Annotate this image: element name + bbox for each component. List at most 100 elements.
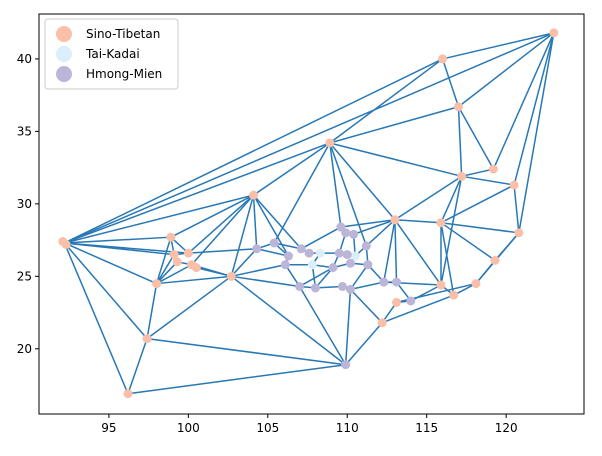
- edges-layer: [63, 32, 555, 395]
- graph-edge: [63, 242, 129, 395]
- graph-edge: [513, 32, 555, 186]
- graph-edge: [230, 275, 347, 366]
- graph-edge: [329, 58, 444, 144]
- graph-edge: [440, 222, 496, 261]
- graph-edge: [64, 242, 157, 285]
- graph-edge: [298, 286, 347, 366]
- graph-edge: [329, 142, 462, 178]
- graph-edge: [127, 338, 148, 394]
- node-hmong-mien: [252, 244, 262, 254]
- graph-edge: [252, 194, 290, 257]
- node-hmong-mien: [341, 360, 351, 370]
- legend-box: [44, 18, 179, 90]
- node-hmong-mien: [334, 248, 344, 258]
- node-sino-tibetan: [457, 171, 467, 181]
- node-sino-tibetan: [509, 180, 519, 190]
- node-sino-tibetan: [471, 279, 481, 289]
- x-tick-label: 110: [336, 421, 359, 435]
- node-hmong-mien: [363, 260, 373, 270]
- graph-edge: [274, 242, 302, 250]
- node-tai-kadai: [350, 251, 360, 261]
- graph-edge: [440, 222, 455, 296]
- graph-edge: [146, 337, 346, 366]
- y-tick-label: 20: [17, 342, 32, 356]
- y-tick-label: 25: [17, 269, 32, 283]
- graph-edge: [231, 263, 286, 278]
- graph-edge: [457, 106, 495, 170]
- node-hmong-mien: [392, 277, 402, 287]
- graph-edge: [350, 281, 384, 291]
- graph-edge: [64, 58, 443, 244]
- graph-edge: [146, 283, 158, 339]
- graph-edge: [440, 176, 463, 224]
- graph-edge: [64, 242, 189, 254]
- node-sino-tibetan: [152, 279, 162, 289]
- node-sino-tibetan: [453, 102, 463, 112]
- node-sino-tibetan: [549, 28, 559, 38]
- node-sino-tibetan: [123, 389, 133, 399]
- graph-edge: [329, 106, 459, 144]
- legend-label: Hmong-Mien: [86, 67, 162, 81]
- node-sino-tibetan: [490, 255, 500, 265]
- node-sino-tibetan: [166, 232, 176, 242]
- node-sino-tibetan: [226, 271, 236, 281]
- graph-edge: [461, 168, 494, 178]
- x-tick-label: 105: [256, 421, 279, 435]
- graph-edge: [394, 219, 398, 283]
- plot-frame: [38, 13, 585, 415]
- graph-edge: [329, 142, 396, 221]
- node-sino-tibetan: [438, 54, 448, 64]
- node-hmong-mien: [304, 248, 314, 258]
- legend: Sino-Tibetan Tai-Kadai Hmong-Mien: [44, 18, 179, 90]
- node-sino-tibetan: [325, 138, 335, 148]
- graph-edge: [256, 248, 289, 257]
- node-hmong-mien: [296, 244, 306, 254]
- graph-edge: [315, 285, 343, 289]
- graph-edge: [441, 58, 460, 107]
- node-hmong-mien: [280, 260, 290, 270]
- graph-edge: [513, 184, 520, 233]
- node-hmong-mien: [349, 229, 359, 239]
- graph-edge: [190, 194, 255, 266]
- node-sino-tibetan: [436, 280, 446, 290]
- x-axis: 95 100 105 110 115 120: [101, 414, 518, 435]
- graph-edge: [394, 175, 463, 221]
- graph-edge: [329, 142, 342, 228]
- node-tai-kadai: [307, 260, 317, 270]
- x-tick-label: 100: [177, 421, 200, 435]
- legend-label: Tai-Kadai: [85, 47, 140, 61]
- node-sino-tibetan: [169, 250, 179, 260]
- graph-edge: [300, 226, 342, 250]
- graph-edge: [365, 219, 396, 247]
- node-hmong-mien: [269, 238, 279, 248]
- node-sino-tibetan: [183, 248, 193, 258]
- graph-edge: [156, 275, 232, 285]
- graph-edge: [146, 275, 232, 340]
- graph-edge: [458, 32, 555, 108]
- y-tick-label: 30: [17, 197, 32, 211]
- graph-edge: [196, 266, 232, 278]
- node-sino-tibetan: [392, 297, 402, 307]
- node-hmong-mien: [341, 228, 351, 238]
- graph-edge: [440, 221, 519, 234]
- legend-marker: [56, 26, 72, 42]
- graph-edge: [156, 261, 178, 285]
- node-sino-tibetan: [436, 218, 446, 228]
- graph-edge: [340, 219, 396, 228]
- graph-edge: [156, 264, 192, 285]
- graph-edge: [64, 236, 171, 244]
- y-tick-label: 40: [17, 52, 32, 66]
- node-sino-tibetan: [514, 228, 524, 238]
- graph-edge: [349, 264, 369, 290]
- node-hmong-mien: [337, 281, 347, 291]
- graph-edge: [353, 219, 396, 235]
- node-sino-tibetan: [449, 290, 459, 300]
- node-hmong-mien: [345, 258, 355, 268]
- graph-edge: [394, 219, 442, 286]
- node-sino-tibetan: [249, 190, 259, 200]
- node-hmong-mien: [361, 241, 371, 251]
- graph-edge: [344, 289, 352, 365]
- legend-marker: [56, 46, 72, 62]
- graph-edge: [383, 219, 396, 283]
